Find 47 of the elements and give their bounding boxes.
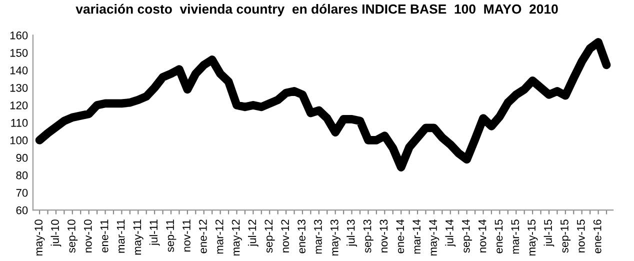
x-tick-label: ene-15	[494, 220, 503, 254]
x-tick-label: jul-12	[248, 220, 258, 247]
x-tick-label: nov-13	[380, 220, 388, 252]
y-tick-label: 70	[16, 188, 28, 197]
y-tick-label: 140	[10, 66, 28, 74]
y-tick-label: 60	[16, 206, 28, 214]
x-tick-label: mar-14	[412, 219, 420, 254]
y-tick-label: 130	[10, 84, 28, 92]
x-tick-label: may-14	[429, 219, 440, 256]
x-tick-label: may-13	[330, 220, 341, 256]
x-tick-label: nov-15	[577, 220, 585, 252]
x-tick-label: sep-15	[560, 220, 571, 253]
x-tick-label: sep-12	[264, 220, 275, 253]
x-tick-label: may-10	[34, 220, 45, 256]
x-tick-label: ene-11	[100, 220, 108, 252]
x-tick-label: may-11	[133, 220, 144, 255]
y-tick-label: 150	[10, 48, 28, 57]
x-tick-label: ene-12	[198, 220, 207, 254]
x-tick-label: nov-14	[478, 219, 486, 252]
y-tick-label: 90	[16, 154, 28, 162]
x-tick-label: sep-13	[363, 220, 374, 253]
x-tick-label: jul-10	[50, 220, 62, 247]
x-tick-label: nov-11	[182, 220, 190, 252]
x-tick-label: nov-10	[84, 220, 92, 252]
y-tick-label: 80	[16, 171, 28, 180]
x-tick-label: ene-16	[593, 220, 602, 254]
x-tick-label: jul-11	[149, 220, 160, 246]
x-tick-label: sep-11	[166, 220, 176, 252]
x-tick-label: may-15	[528, 220, 538, 256]
x-tick-label: mar-12	[215, 220, 224, 254]
chart-title: variación costo vivienda country en dólares INDICE BASE 100 MAYO 2010	[76, 4, 558, 16]
x-tick-label: ene-14	[396, 219, 404, 254]
y-tick-label: 100	[10, 136, 28, 144]
y-tick-label: 110	[11, 118, 28, 127]
y-tick-label: 160	[10, 32, 28, 40]
x-tick-label: jul-15	[544, 220, 554, 247]
x-tick-label: mar-15	[511, 220, 520, 254]
x-tick-label: ene-13	[298, 220, 306, 254]
x-tick-label: may-12	[232, 220, 242, 256]
x-tick-label: mar-11	[116, 220, 125, 253]
y-tick-label: 120	[10, 101, 28, 110]
x-tick-label: nov-12	[281, 220, 290, 252]
x-tick-label: jul-13	[346, 220, 357, 247]
x-tick-label: mar-13	[314, 220, 322, 254]
x-tick-label: sep-10	[68, 220, 78, 253]
x-tick-label: sep-14	[462, 219, 472, 253]
x-tick-label: jul-14	[445, 219, 456, 247]
